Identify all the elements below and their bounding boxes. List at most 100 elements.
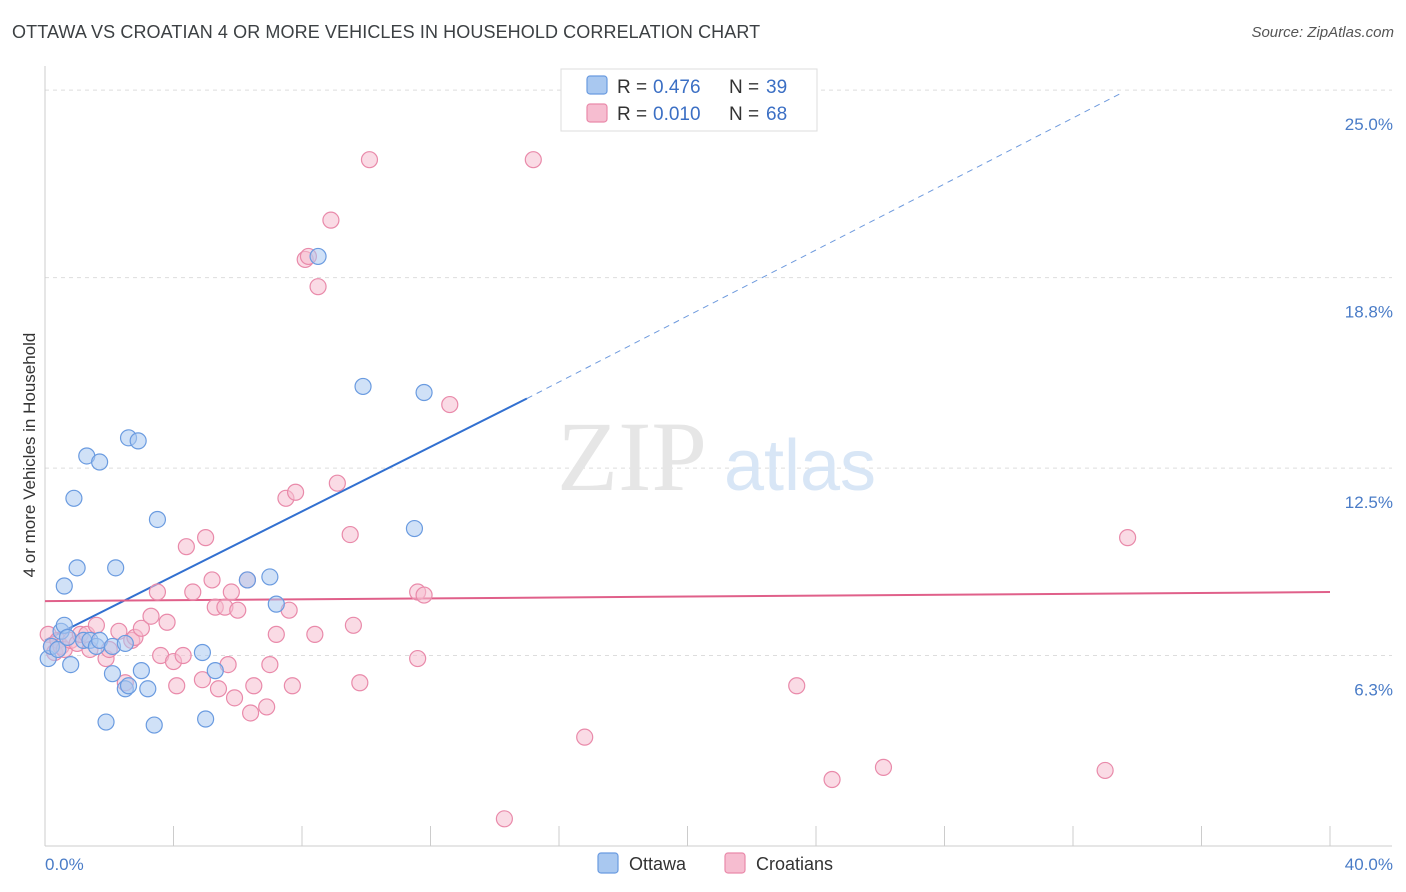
y-tick-label: 6.3% xyxy=(1354,681,1393,700)
point-croatians xyxy=(142,607,160,625)
x-tick-label: 40.0% xyxy=(1345,855,1393,874)
point-croatians xyxy=(258,698,276,716)
legend-n-value-ottawa: 39 xyxy=(766,77,787,98)
top-legend: R = 0.476 N = 39 R = 0.010 N = 68 xyxy=(560,68,818,132)
point-croatians xyxy=(203,571,221,589)
point-ottawa xyxy=(132,662,150,680)
point-croatians xyxy=(245,677,263,695)
legend-r-label-croatians: R = xyxy=(617,104,647,125)
point-croatians xyxy=(225,689,244,707)
point-croatians xyxy=(229,601,247,619)
point-croatians xyxy=(409,649,427,668)
grid-layer xyxy=(45,89,1392,657)
bottom-legend-swatch-croatians xyxy=(724,852,746,874)
point-ottawa xyxy=(58,628,77,646)
y-tick-label: 18.8% xyxy=(1345,303,1393,322)
legend-swatch-ottawa xyxy=(586,75,608,95)
point-ottawa xyxy=(97,713,115,731)
point-ottawa xyxy=(197,710,215,728)
point-ottawa xyxy=(405,519,424,538)
point-croatians xyxy=(788,677,806,695)
point-croatians xyxy=(495,810,513,828)
legend-n-value-croatians: 68 xyxy=(766,104,787,125)
point-ottawa xyxy=(116,634,134,653)
legend-r-value-croatians: 0.010 xyxy=(653,104,701,125)
point-ottawa xyxy=(238,571,256,589)
point-croatians xyxy=(261,655,279,674)
point-croatians xyxy=(286,483,305,501)
point-croatians xyxy=(344,616,362,634)
point-croatians xyxy=(441,395,459,414)
point-croatians xyxy=(184,583,202,601)
legend-n-label-ottawa: N = xyxy=(729,77,759,98)
point-ottawa xyxy=(62,655,80,674)
point-croatians xyxy=(222,583,240,601)
point-ottawa xyxy=(91,453,109,471)
point-croatians xyxy=(322,211,340,229)
point-ottawa xyxy=(354,377,372,396)
watermark: ZIP atlas xyxy=(557,401,876,512)
point-ottawa xyxy=(65,489,83,507)
bottom-legend-swatch-ottawa xyxy=(597,852,619,874)
point-croatians xyxy=(158,613,176,631)
point-ottawa xyxy=(145,716,163,734)
legend-n-label-croatians: N = xyxy=(729,104,759,125)
point-croatians xyxy=(242,704,260,722)
point-ottawa xyxy=(103,665,122,683)
bottom-legend: Ottawa Croatians xyxy=(597,852,833,874)
trend-layer xyxy=(44,92,1331,642)
point-ottawa xyxy=(107,559,125,577)
y-tick-label: 12.5% xyxy=(1345,493,1393,512)
legend-swatch-croatians xyxy=(586,103,608,123)
point-ottawa xyxy=(206,662,224,680)
point-ottawa xyxy=(55,577,73,595)
y-tick-label: 25.0% xyxy=(1345,115,1393,134)
point-croatians xyxy=(87,616,106,634)
bottom-legend-label-croatians: Croatians xyxy=(756,854,833,874)
point-ottawa xyxy=(415,383,433,402)
point-ottawa xyxy=(68,559,86,577)
x-tick-label: 0.0% xyxy=(45,855,84,874)
point-croatians xyxy=(197,529,215,547)
point-croatians xyxy=(360,151,379,169)
point-croatians xyxy=(283,677,301,695)
point-croatians xyxy=(1096,761,1114,780)
chart-title: OTTAWA VS CROATIAN 4 OR MORE VEHICLES IN… xyxy=(12,22,761,42)
legend-r-value-ottawa: 0.476 xyxy=(653,77,701,98)
point-croatians xyxy=(874,758,893,776)
point-croatians xyxy=(168,677,186,695)
point-croatians xyxy=(193,671,212,689)
point-croatians xyxy=(174,646,192,665)
point-ottawa xyxy=(267,595,285,613)
source-label: Source: ZipAtlas.com xyxy=(1251,24,1394,41)
point-croatians xyxy=(524,151,542,169)
point-croatians xyxy=(306,625,324,643)
point-croatians xyxy=(132,619,150,637)
point-ottawa xyxy=(129,432,147,450)
point-croatians xyxy=(209,680,228,698)
point-croatians xyxy=(148,583,167,601)
point-ottawa xyxy=(148,510,167,529)
point-croatians xyxy=(415,586,433,604)
point-ottawa xyxy=(49,640,67,659)
point-croatians xyxy=(267,625,285,643)
point-croatians xyxy=(309,278,327,296)
point-croatians xyxy=(177,538,195,556)
point-ottawa xyxy=(193,643,212,662)
trend-line-ottawa-extension xyxy=(526,92,1122,399)
point-ottawa xyxy=(139,680,157,698)
point-croatians xyxy=(351,674,369,692)
point-croatians xyxy=(823,770,841,789)
point-ottawa xyxy=(309,247,327,266)
trend-line-croatians xyxy=(44,591,1331,603)
watermark-atlas: atlas xyxy=(724,426,876,506)
y-axis-title: 4 or more Vehicles in Household xyxy=(20,333,39,578)
point-croatians xyxy=(341,525,359,544)
point-croatians xyxy=(328,474,346,492)
point-ottawa xyxy=(261,568,279,586)
points-layer xyxy=(39,151,1137,828)
tick-label-layer: 6.3% 12.5% 18.8% 25.0% 0.0% 40.0% xyxy=(45,115,1393,874)
bottom-legend-label-ottawa: Ottawa xyxy=(629,854,687,874)
axis-layer xyxy=(44,66,1392,847)
